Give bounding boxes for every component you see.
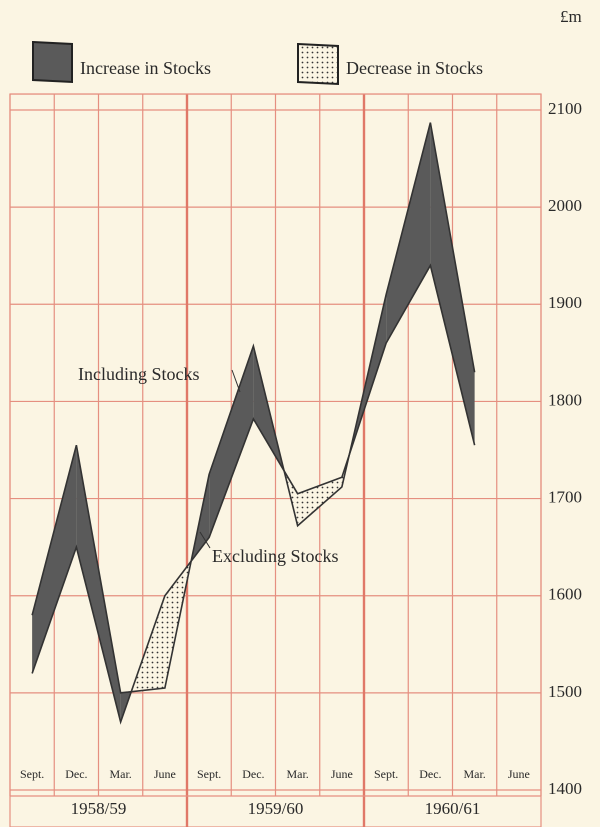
series-line	[31, 263, 476, 725]
group-label: 1958/59	[71, 799, 127, 818]
legend-label: Decrease in Stocks	[346, 58, 483, 78]
group-label: 1960/61	[425, 799, 481, 818]
y-tick-label: 1600	[548, 585, 582, 604]
x-tick-label: Dec.	[65, 767, 87, 781]
x-tick-label: Sept.	[374, 767, 398, 781]
unit-label: £m	[560, 7, 582, 26]
x-tick-label: Dec.	[242, 767, 264, 781]
increase-area	[430, 122, 475, 446]
y-tick-label: 1800	[548, 390, 582, 409]
leader-line	[199, 531, 211, 549]
y-tick-label: 1900	[548, 293, 582, 312]
y-tick-label: 1400	[548, 779, 582, 798]
increase-area	[386, 122, 431, 344]
increase-area	[32, 445, 77, 674]
x-tick-label: Dec.	[419, 767, 441, 781]
y-tick-label: 2000	[548, 196, 582, 215]
legend-swatch-decrease	[297, 42, 339, 86]
x-tick-label: Sept.	[20, 767, 44, 781]
lines	[31, 122, 476, 725]
legend-box	[10, 10, 540, 94]
x-tick-label: Sept.	[197, 767, 221, 781]
grid	[9, 93, 542, 827]
y-tick-label: 1700	[548, 487, 582, 506]
group-label: 1959/60	[248, 799, 304, 818]
increase-area	[76, 445, 121, 722]
x-tick-label: June	[331, 767, 353, 781]
legend-label: Increase in Stocks	[80, 58, 211, 78]
x-tick-label: June	[508, 767, 530, 781]
leader-line	[231, 369, 241, 393]
series-line	[31, 122, 476, 694]
y-tick-label: 1500	[548, 682, 582, 701]
x-tick-label: June	[154, 767, 176, 781]
annotation: Excluding Stocks	[212, 546, 339, 566]
x-tick-label: Mar.	[109, 767, 131, 781]
y-tick-label: 2100	[548, 99, 582, 118]
decrease-area	[297, 477, 342, 526]
annotation: Including Stocks	[78, 364, 200, 384]
legend-swatch-increase	[32, 40, 73, 84]
increase-area	[209, 346, 254, 538]
x-tick-label: Mar.	[463, 767, 485, 781]
x-tick-label: Mar.	[286, 767, 308, 781]
